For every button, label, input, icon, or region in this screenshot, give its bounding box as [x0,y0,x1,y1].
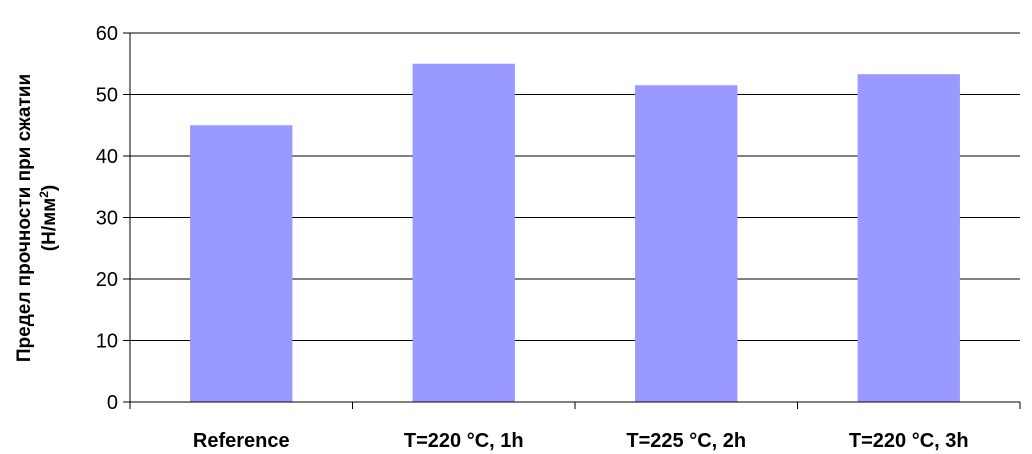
y-tick-label-3: 30 [96,208,118,230]
bar-2 [635,85,738,403]
x-category-label-1: T=220 °C, 1h [404,430,524,452]
y-tick-labels: 0 10 20 30 40 50 60 [96,23,118,414]
y-tick-label-5: 50 [96,85,118,107]
y-axis-unit: (Н/мм [39,198,60,251]
bar-3 [857,74,960,402]
y-tick-label-2: 20 [96,269,118,291]
y-axis-unit-exponent: 2 [37,191,51,198]
y-axis-unit-close: ) [39,185,60,191]
x-category-label-2: T=225 °C, 2h [626,430,746,452]
x-category-label-3: T=220 °C, 3h [849,430,969,452]
y-tick-label-1: 10 [96,331,118,353]
y-tick-label-6: 60 [96,23,118,45]
bar-1 [412,63,515,402]
x-category-labels: Reference T=220 °C, 1h T=225 °C, 2h T=220 °… [193,430,969,452]
y-axis-title-line1: Предел прочности при сжатии [14,74,35,362]
bars [190,63,960,403]
y-tick-label-0: 0 [107,392,118,414]
axes [123,32,1021,409]
bar-0 [190,125,293,402]
y-axis-title-line2: (Н/мм2) [37,185,60,251]
x-category-label-0: Reference [193,430,290,452]
y-tick-label-4: 40 [96,146,118,168]
